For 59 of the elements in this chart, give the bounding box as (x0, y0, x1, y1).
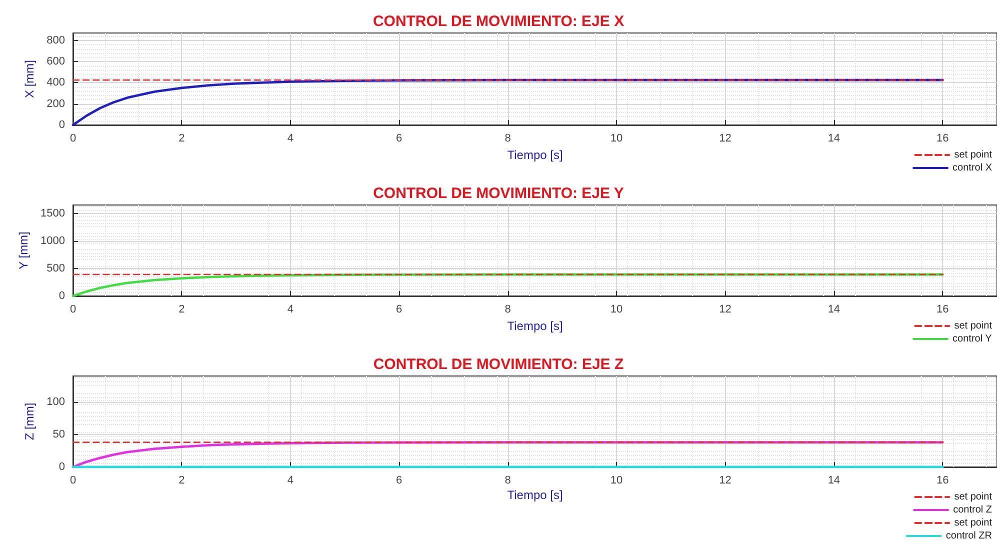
legend-label: set point (954, 150, 992, 160)
line-series (72, 441, 944, 468)
legend-label: set point (954, 492, 992, 502)
y-axis-title: X [mm] (22, 60, 37, 98)
legend-label: set point (954, 320, 992, 332)
x-tick-label: 8 (504, 304, 511, 316)
x-tick-label: 10 (610, 474, 623, 486)
y-tick-label: 800 (46, 34, 65, 46)
y-tick-label: 0 (58, 290, 65, 302)
x-tick-label: 0 (70, 474, 76, 486)
x-tick-label: 2 (178, 474, 185, 486)
x-axis-title: Tiempo [s] (507, 318, 563, 333)
x-tick-label: 4 (287, 132, 294, 144)
x-axis-title: Tiempo [s] (507, 488, 563, 502)
x-tick-label: 4 (287, 304, 294, 316)
x-tick-label: 2 (178, 304, 185, 316)
x-tick-label: 10 (610, 304, 623, 316)
x-tick-label: 16 (936, 132, 949, 144)
y-tick-label: 200 (46, 98, 65, 110)
x-tick-label: 8 (504, 132, 511, 144)
chart-title: CONTROL DE MOVIMIENTO: EJE Z (373, 356, 624, 373)
y-tick-label: 400 (46, 76, 65, 89)
x-tick-label: 10 (610, 132, 623, 144)
x-tick-label: 6 (396, 474, 402, 486)
y-tick-label: 100 (46, 396, 65, 408)
legend-label: control Y (952, 334, 992, 344)
x-tick-label: 12 (719, 474, 732, 486)
x-tick-label: 2 (178, 132, 185, 144)
y-tick-label: 600 (46, 56, 65, 68)
x-tick-label: 14 (828, 132, 840, 144)
x-tick-label: 0 (70, 132, 76, 144)
legend-label: set point (954, 518, 992, 528)
y-tick-label: 500 (46, 262, 65, 274)
chart-title: CONTROL DE MOVIMIENTO: EJE Y (373, 185, 624, 202)
legend-label: control ZR (946, 530, 992, 542)
x-tick-label: 12 (719, 132, 732, 144)
legend-label: control Z (953, 504, 992, 516)
x-tick-label: 16 (936, 474, 949, 486)
x-tick-label: 4 (287, 474, 294, 486)
x-tick-label: 8 (504, 474, 511, 486)
y-axis-title: Y [mm] (16, 232, 31, 270)
legend-label: control X (952, 162, 992, 174)
x-tick-label: 14 (828, 304, 840, 316)
line-series (72, 78, 944, 126)
y-tick-label: 0 (58, 461, 65, 473)
x-tick-label: 14 (828, 474, 840, 486)
x-tick-label: 12 (719, 304, 732, 316)
x-axis-title: Tiempo [s] (507, 148, 563, 162)
y-axis-title: Z [mm] (22, 402, 37, 440)
chart-title: CONTROL DE MOVIMIENTO: EJE X (372, 13, 624, 30)
y-tick-label: 50 (52, 428, 65, 440)
line-series (72, 273, 944, 298)
x-tick-label: 6 (396, 304, 402, 316)
x-tick-label: 0 (70, 304, 76, 316)
y-tick-label: 1000 (40, 234, 65, 247)
y-tick-label: 0 (58, 119, 65, 131)
y-tick-label: 1500 (40, 207, 65, 220)
x-tick-label: 16 (936, 304, 949, 316)
x-tick-label: 6 (396, 132, 402, 144)
